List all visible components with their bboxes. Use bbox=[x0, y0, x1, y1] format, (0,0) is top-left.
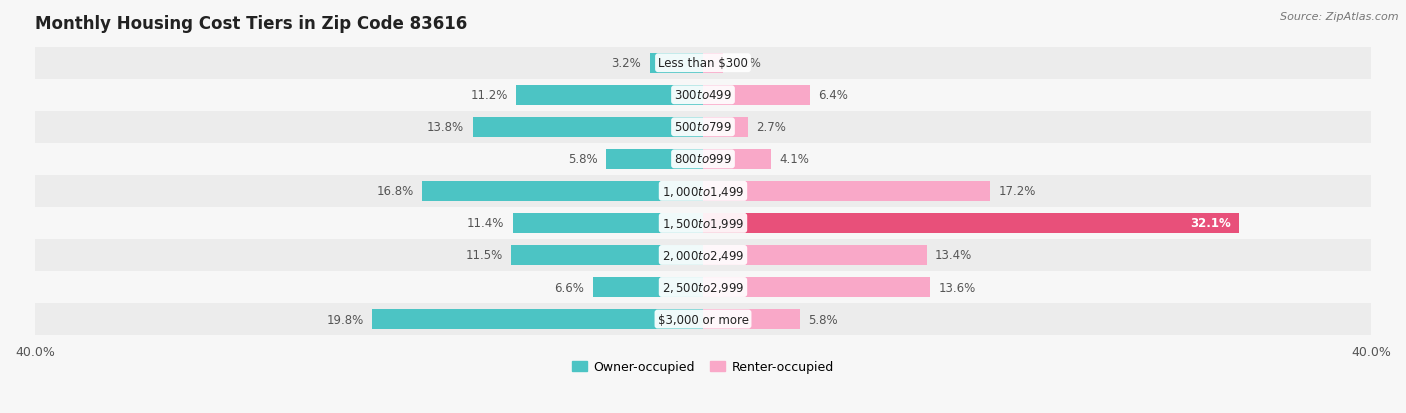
Text: 17.2%: 17.2% bbox=[998, 185, 1036, 198]
Text: $2,000 to $2,499: $2,000 to $2,499 bbox=[662, 248, 744, 262]
Legend: Owner-occupied, Renter-occupied: Owner-occupied, Renter-occupied bbox=[568, 356, 838, 378]
Bar bbox=[35, 303, 1371, 335]
Text: 6.6%: 6.6% bbox=[554, 281, 585, 294]
Bar bbox=[703, 181, 990, 201]
Bar bbox=[703, 309, 800, 329]
Text: 32.1%: 32.1% bbox=[1189, 217, 1230, 230]
Text: 2.7%: 2.7% bbox=[756, 121, 786, 134]
Bar bbox=[703, 245, 927, 265]
Bar bbox=[35, 207, 1371, 240]
Text: 11.4%: 11.4% bbox=[467, 217, 505, 230]
Bar bbox=[35, 112, 1371, 143]
Bar bbox=[35, 47, 1371, 80]
Text: Monthly Housing Cost Tiers in Zip Code 83616: Monthly Housing Cost Tiers in Zip Code 8… bbox=[35, 15, 467, 33]
Bar bbox=[703, 54, 723, 74]
Bar bbox=[703, 85, 810, 105]
Text: 6.4%: 6.4% bbox=[818, 89, 848, 102]
Bar bbox=[422, 181, 703, 201]
Text: 11.2%: 11.2% bbox=[470, 89, 508, 102]
Text: 3.2%: 3.2% bbox=[612, 57, 641, 70]
Bar bbox=[593, 278, 703, 297]
Text: 4.1%: 4.1% bbox=[780, 153, 810, 166]
Text: 5.8%: 5.8% bbox=[568, 153, 598, 166]
Bar bbox=[513, 214, 703, 233]
Bar bbox=[516, 85, 703, 105]
Bar bbox=[703, 118, 748, 138]
Text: 16.8%: 16.8% bbox=[377, 185, 413, 198]
Bar bbox=[703, 278, 931, 297]
Text: 13.6%: 13.6% bbox=[938, 281, 976, 294]
Text: 19.8%: 19.8% bbox=[326, 313, 364, 326]
Text: Less than $300: Less than $300 bbox=[658, 57, 748, 70]
Bar bbox=[35, 240, 1371, 271]
Text: 11.5%: 11.5% bbox=[465, 249, 502, 262]
Bar bbox=[35, 176, 1371, 207]
Bar bbox=[606, 150, 703, 169]
Bar bbox=[510, 245, 703, 265]
Text: $500 to $799: $500 to $799 bbox=[673, 121, 733, 134]
Text: Source: ZipAtlas.com: Source: ZipAtlas.com bbox=[1281, 12, 1399, 22]
Text: $3,000 or more: $3,000 or more bbox=[658, 313, 748, 326]
Text: 13.8%: 13.8% bbox=[427, 121, 464, 134]
Text: 13.4%: 13.4% bbox=[935, 249, 973, 262]
Bar bbox=[472, 118, 703, 138]
Text: $1,000 to $1,499: $1,000 to $1,499 bbox=[662, 185, 744, 198]
Text: $800 to $999: $800 to $999 bbox=[673, 153, 733, 166]
Text: 1.2%: 1.2% bbox=[731, 57, 761, 70]
Bar bbox=[373, 309, 703, 329]
Bar bbox=[35, 271, 1371, 303]
Bar bbox=[650, 54, 703, 74]
Bar bbox=[35, 143, 1371, 176]
Bar bbox=[703, 150, 772, 169]
Text: 5.8%: 5.8% bbox=[808, 313, 838, 326]
Text: $2,500 to $2,999: $2,500 to $2,999 bbox=[662, 280, 744, 294]
Bar bbox=[703, 214, 1239, 233]
Bar bbox=[35, 80, 1371, 112]
Text: $1,500 to $1,999: $1,500 to $1,999 bbox=[662, 216, 744, 230]
Text: $300 to $499: $300 to $499 bbox=[673, 89, 733, 102]
